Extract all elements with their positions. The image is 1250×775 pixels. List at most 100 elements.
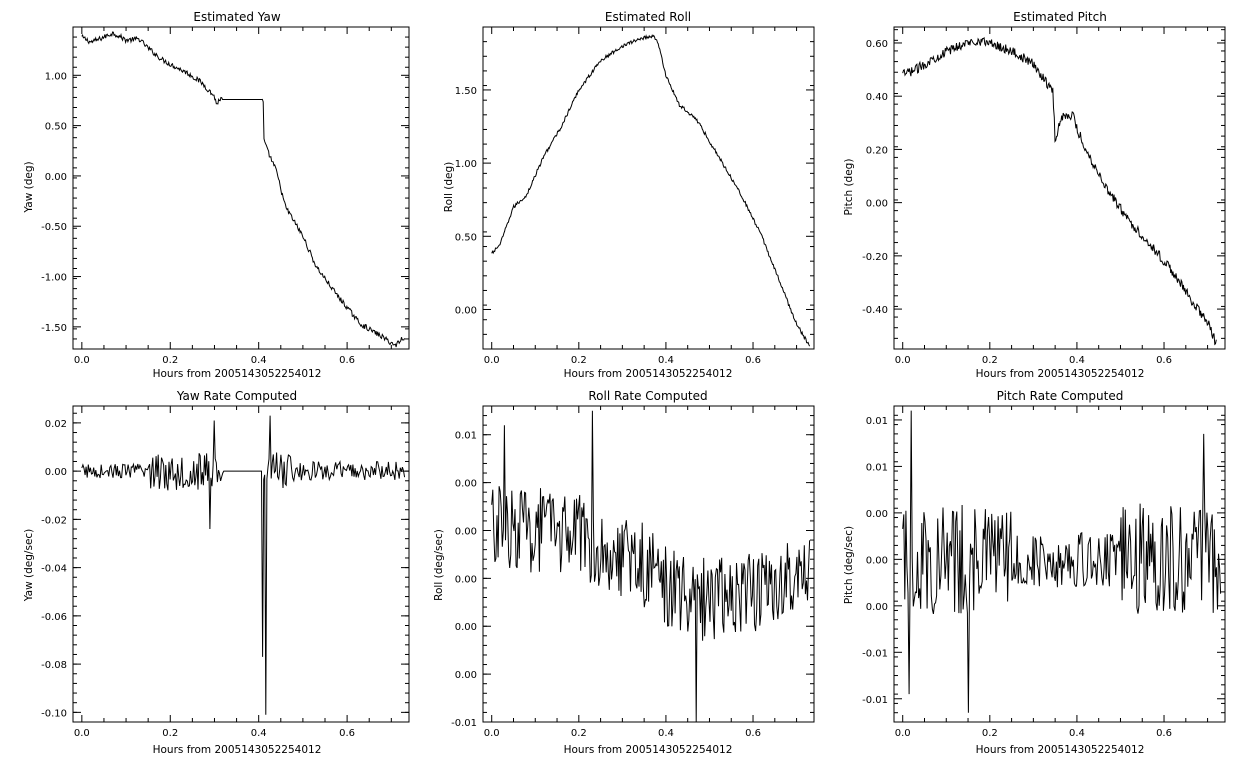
y-tick-label: 0.00 <box>455 526 477 537</box>
y-tick-label: 0.00 <box>455 479 477 490</box>
x-tick-label: 0.0 <box>895 728 911 739</box>
y-tick-label: -0.50 <box>41 222 67 233</box>
y-tick-label: -0.20 <box>862 252 888 263</box>
x-tick-label: 0.6 <box>1156 355 1172 366</box>
panel-pitch: Estimated Pitch Hours from 2005143052254… <box>843 10 1226 380</box>
panel-pitch-plot: 0.0 0.2 0.4 0.6 0.60 0.40 0.20 0.00 -0.20 -0.40 <box>862 26 1226 366</box>
y-tick-label: -0.08 <box>41 660 67 671</box>
y-tick-label: 1.50 <box>455 86 477 97</box>
panel-yaw-rate-title: Yaw Rate Computed <box>176 389 297 403</box>
panel-pitch-rate-xlabel: Hours from 2005143052254012 <box>976 744 1145 756</box>
y-tick-label: -0.06 <box>41 612 67 623</box>
panel-roll-plot: 0.0 0.2 0.4 0.6 1.50 1.00 0.50 0.00 <box>455 26 815 366</box>
y-tick-label: 0.00 <box>455 305 477 316</box>
panel-roll-rate-ylabel: Roll (deg/sec) <box>433 529 445 601</box>
panel-roll-rate-title: Roll Rate Computed <box>588 389 707 403</box>
y-tick-label: -0.02 <box>41 515 67 526</box>
y-tick-label: 0.01 <box>455 431 477 442</box>
y-tick-label: 0.00 <box>45 172 67 183</box>
y-tick-label: 0.02 <box>45 419 67 430</box>
y-tick-label: -1.50 <box>41 323 67 334</box>
series-line <box>81 415 406 715</box>
x-tick-label: 0.2 <box>162 355 178 366</box>
x-tick-label: 0.0 <box>484 355 500 366</box>
plot-frame <box>893 26 1226 350</box>
panel-roll-ylabel: Roll (deg) <box>443 162 455 212</box>
x-tick-label: 0.4 <box>658 355 674 366</box>
y-tick-label: -0.04 <box>41 564 67 575</box>
y-tick-label: 0.40 <box>866 92 888 103</box>
y-tick-label: -0.01 <box>862 648 888 659</box>
series-line <box>491 34 811 347</box>
x-tick-label: 0.4 <box>1069 728 1085 739</box>
panel-yaw-rate-ylabel: Yaw (deg/sec) <box>23 529 35 603</box>
panel-roll: Estimated Roll Hours from 20051430522540… <box>443 10 815 380</box>
x-tick-label: 0.2 <box>982 355 998 366</box>
y-tick-label: 0.20 <box>866 145 888 156</box>
y-tick-label: -0.01 <box>862 695 888 706</box>
plot-frame <box>482 405 815 723</box>
x-tick-label: 0.0 <box>74 728 90 739</box>
panel-pitch-title: Estimated Pitch <box>1013 10 1107 24</box>
y-tick-label: 0.00 <box>866 199 888 210</box>
y-tick-label: 0.50 <box>45 122 67 133</box>
panel-yaw-plot: 0.0 0.2 0.4 0.6 1.00 0.50 0.00 -0.50 -1.00 -1.50 <box>41 26 410 366</box>
x-tick-label: 0.4 <box>251 355 267 366</box>
series-line <box>491 410 811 723</box>
panel-roll-rate-plot: 0.0 0.2 0.4 0.6 0.01 0.00 0.00 0.00 0.00 0.00 -0.0… <box>451 405 815 739</box>
panel-roll-xlabel: Hours from 2005143052254012 <box>564 368 733 380</box>
x-tick-label: 0.6 <box>745 728 761 739</box>
panel-pitch-xlabel: Hours from 2005143052254012 <box>976 368 1145 380</box>
panel-pitch-rate-plot: 0.0 0.2 0.4 0.6 0.01 0.01 0.00 0.00 0.00 -0.01 -0.… <box>862 405 1226 739</box>
panel-pitch-rate: Pitch Rate Computed Hours from 200514305… <box>843 389 1226 756</box>
y-tick-label: -0.40 <box>862 305 888 316</box>
x-tick-label: 0.4 <box>658 728 674 739</box>
panel-pitch-ylabel: Pitch (deg) <box>843 159 855 216</box>
y-tick-label: 0.00 <box>45 467 67 478</box>
x-tick-label: 0.6 <box>339 355 355 366</box>
x-tick-label: 0.0 <box>74 355 90 366</box>
y-tick-label: 0.50 <box>455 232 477 243</box>
x-tick-label: 0.0 <box>895 355 911 366</box>
y-tick-label: 0.00 <box>455 622 477 633</box>
y-tick-label: 1.00 <box>455 159 477 170</box>
x-tick-label: 0.2 <box>571 728 587 739</box>
panel-yaw-rate-plot: 0.0 0.2 0.4 0.6 0.02 0.00 -0.02 -0.04 -0.06 -0.08… <box>41 405 410 739</box>
y-tick-label: 0.00 <box>866 555 888 566</box>
panel-yaw-xlabel: Hours from 2005143052254012 <box>153 368 322 380</box>
panel-pitch-rate-ylabel: Pitch (deg/sec) <box>843 526 855 604</box>
y-tick-label: -1.00 <box>41 273 67 284</box>
x-tick-label: 0.2 <box>162 728 178 739</box>
y-tick-label: 1.00 <box>45 71 67 82</box>
x-tick-label: 0.2 <box>982 728 998 739</box>
y-tick-label: -0.01 <box>451 718 477 729</box>
panel-yaw-ylabel: Yaw (deg) <box>23 161 35 213</box>
panel-roll-rate-xlabel: Hours from 2005143052254012 <box>564 744 733 756</box>
y-tick-label: 0.00 <box>866 509 888 520</box>
x-tick-label: 0.6 <box>339 728 355 739</box>
x-tick-label: 0.6 <box>745 355 761 366</box>
y-tick-label: 0.00 <box>866 602 888 613</box>
x-tick-label: 0.2 <box>571 355 587 366</box>
series-line <box>902 36 1217 346</box>
y-tick-label: 0.00 <box>455 670 477 681</box>
panel-yaw-rate: Yaw Rate Computed Hours from 20051430522… <box>23 389 410 756</box>
panel-roll-title: Estimated Roll <box>605 10 691 24</box>
y-tick-label: 0.60 <box>866 39 888 50</box>
y-tick-label: -0.10 <box>41 708 67 719</box>
y-tick-label: 0.01 <box>866 416 888 427</box>
panel-yaw-rate-xlabel: Hours from 2005143052254012 <box>153 744 322 756</box>
x-tick-label: 0.0 <box>484 728 500 739</box>
plot-frame <box>72 405 410 723</box>
panel-roll-rate: Roll Rate Computed Hours from 2005143052… <box>433 389 815 756</box>
series-line <box>902 410 1222 713</box>
x-tick-label: 0.4 <box>251 728 267 739</box>
x-tick-label: 0.6 <box>1156 728 1172 739</box>
x-tick-label: 0.4 <box>1069 355 1085 366</box>
series-line <box>81 31 406 348</box>
panel-yaw: Estimated Yaw Hours from 200514305225401… <box>23 10 410 380</box>
panel-yaw-title: Estimated Yaw <box>193 10 280 24</box>
y-tick-label: 0.01 <box>866 462 888 473</box>
